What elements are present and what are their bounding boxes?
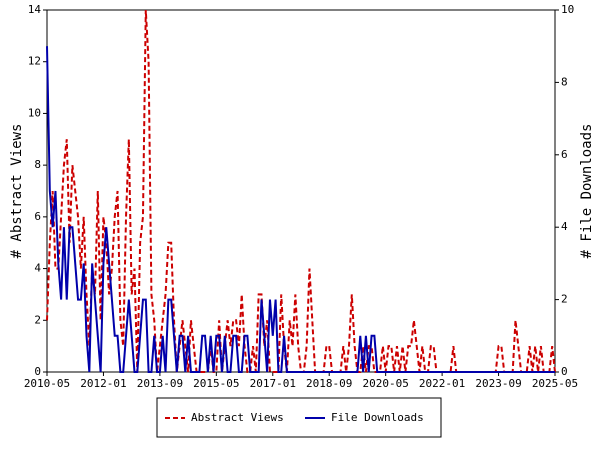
y2-tick-label: 8: [561, 75, 568, 88]
legend-box: [156, 397, 442, 438]
y-axis-title: # Abstract Views: [9, 124, 25, 259]
y-tick-label: 14: [28, 3, 42, 16]
y2-tick-label: 10: [561, 3, 574, 16]
y2-tick-label: 4: [561, 220, 568, 233]
series-line: [46, 9, 556, 373]
legend-label: Abstract Views: [191, 411, 284, 424]
y2-tick-label: 2: [561, 293, 568, 306]
y-tick-label: 0: [34, 365, 41, 378]
x-tick-label: 2025-05: [532, 377, 578, 390]
y2-tick-label: 6: [561, 148, 568, 161]
y-tick-label: 6: [34, 210, 41, 223]
x-tick-label: 2020-05: [362, 377, 408, 390]
y2-tick-label: 0: [561, 365, 568, 378]
x-tick-label: 2018-09: [306, 377, 352, 390]
x-tick-label: 2017-01: [250, 377, 296, 390]
y2-axis-title: # File Downloads: [579, 124, 595, 259]
y-tick-label: 10: [28, 106, 41, 119]
y-tick-label: 8: [34, 158, 41, 171]
legend-label: File Downloads: [331, 411, 424, 424]
x-tick-label: 2012-01: [80, 377, 126, 390]
y-tick-label: 12: [28, 55, 41, 68]
y-tick-label: 2: [34, 313, 41, 326]
series-line: [46, 46, 555, 373]
x-tick-label: 2013-09: [137, 377, 183, 390]
x-tick-label: 2022-01: [419, 377, 465, 390]
x-tick-label: 2023-09: [475, 377, 521, 390]
x-tick-label: 2015-05: [193, 377, 239, 390]
y-tick-label: 4: [34, 262, 41, 275]
x-tick-label: 2010-05: [24, 377, 70, 390]
